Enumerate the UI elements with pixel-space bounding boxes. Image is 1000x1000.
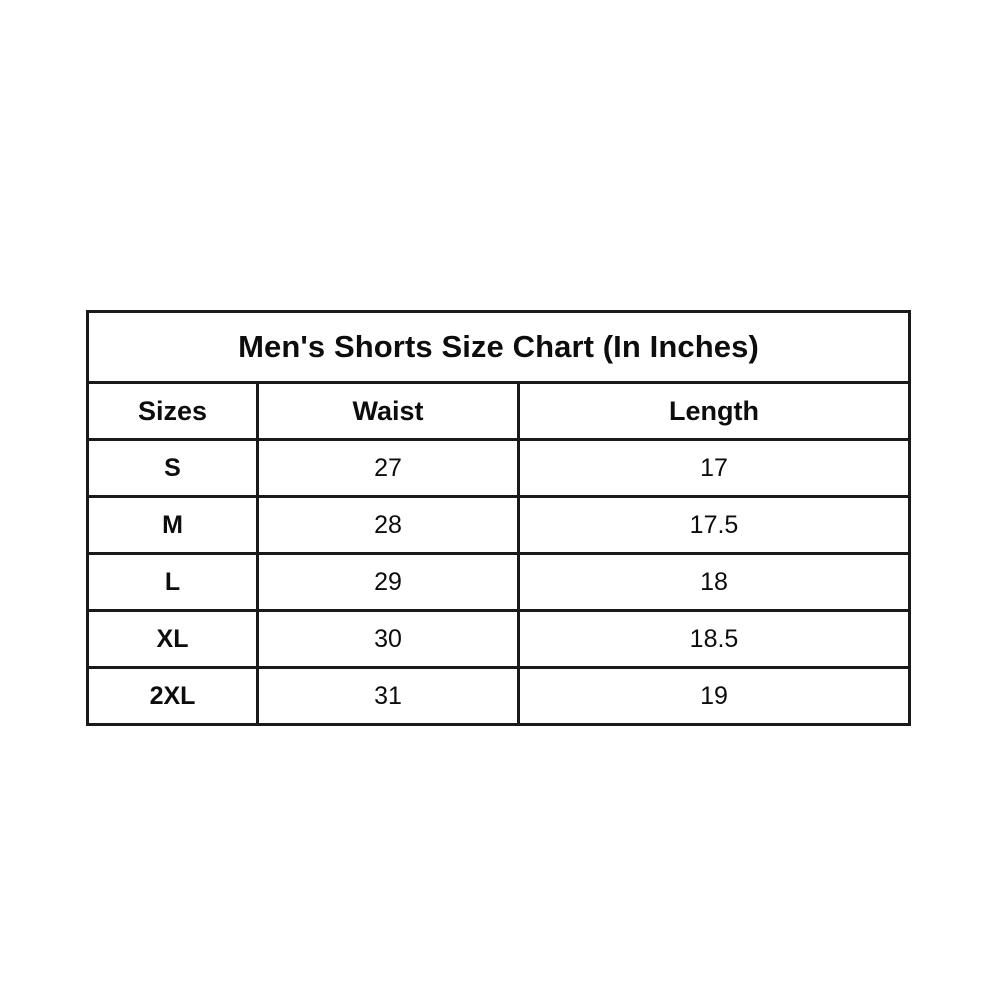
table-row: 2XL 31 19 <box>86 666 912 726</box>
column-header-waist: Waist <box>256 381 520 441</box>
size-label-m: M <box>86 495 259 555</box>
table-title-row: Men's Shorts Size Chart (In Inches) <box>85 310 912 384</box>
size-label-xl: XL <box>86 609 259 669</box>
length-value-l: 18 <box>516 552 912 612</box>
length-value-m: 17.5 <box>516 495 912 555</box>
column-header-length: Length <box>516 381 912 441</box>
table-row: M 28 17.5 <box>86 495 912 555</box>
size-chart-title: Men's Shorts Size Chart (In Inches) <box>85 310 912 384</box>
length-value-2xl: 19 <box>516 666 912 726</box>
table-header-row: Sizes Waist Length <box>86 381 912 441</box>
table-row: XL 30 18.5 <box>86 609 912 669</box>
waist-value-xl: 30 <box>256 609 520 669</box>
size-label-s: S <box>86 438 259 498</box>
waist-value-s: 27 <box>256 438 520 498</box>
size-label-2xl: 2XL <box>86 666 259 726</box>
waist-value-m: 28 <box>256 495 520 555</box>
waist-value-2xl: 31 <box>256 666 520 726</box>
table-row: S 27 17 <box>86 438 912 498</box>
waist-value-l: 29 <box>256 552 520 612</box>
length-value-xl: 18.5 <box>516 609 912 669</box>
table-row: L 29 18 <box>86 552 912 612</box>
size-chart-table: Men's Shorts Size Chart (In Inches) Size… <box>85 310 912 726</box>
column-header-sizes: Sizes <box>86 381 259 441</box>
length-value-s: 17 <box>516 438 912 498</box>
size-label-l: L <box>86 552 259 612</box>
